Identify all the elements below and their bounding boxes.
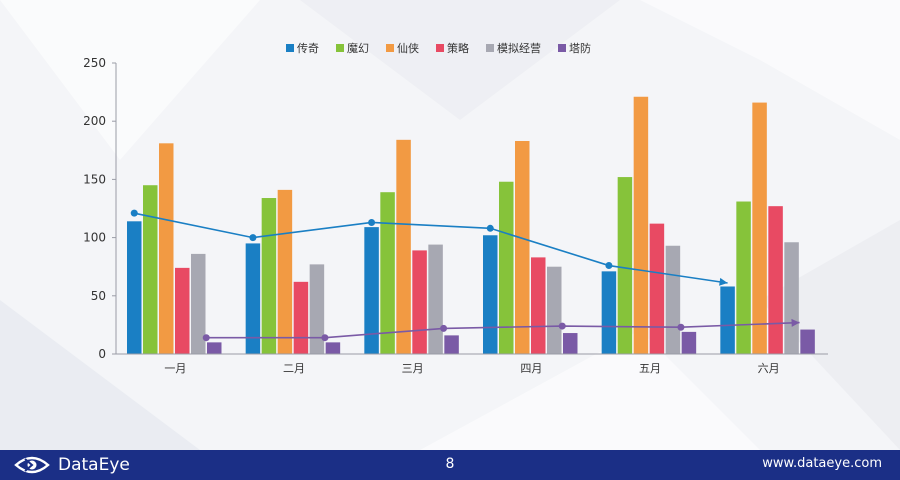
bar (800, 329, 815, 354)
bar (633, 96, 649, 355)
chart-legend: 传奇 魔幻 仙侠 策略 模拟经营 塔防 (286, 41, 591, 55)
bar (601, 271, 617, 354)
legend-swatch (486, 44, 494, 52)
trend-point (130, 209, 138, 217)
x-tick-label: 五月 (639, 362, 661, 375)
bar (483, 235, 498, 354)
trend-point (677, 323, 685, 331)
bar (277, 189, 293, 354)
legend-label: 魔幻 (347, 41, 369, 55)
legend-item[interactable]: 塔防 (558, 41, 591, 55)
legend-label: 策略 (447, 41, 469, 55)
bar-chart: 传奇 魔幻 仙侠 策略 模拟经营 塔防 0 50 100 150 200 250 一月 二月 三月 四月 五… (83, 41, 828, 375)
bar (768, 206, 783, 354)
brand-name: DataEye (58, 455, 130, 475)
bar (127, 221, 142, 354)
y-tick-label: 200 (83, 114, 106, 128)
bar (444, 335, 459, 354)
bar (207, 342, 222, 354)
trend-point (202, 334, 210, 342)
bar (175, 267, 190, 354)
bar (681, 331, 697, 354)
x-tick-label: 三月 (402, 362, 424, 375)
bar (309, 264, 325, 354)
y-tick-label: 0 (98, 347, 106, 361)
eye-icon (14, 456, 50, 474)
website-link[interactable]: www.dataeye.com (762, 456, 882, 471)
bar (649, 223, 665, 354)
legend-swatch (286, 44, 294, 52)
y-tick-label: 50 (91, 289, 106, 303)
y-tick-label: 150 (83, 172, 106, 186)
x-axis: 一月 二月 三月 四月 五月 六月 (116, 353, 828, 375)
bar (428, 244, 443, 354)
legend-item[interactable]: 策略 (436, 41, 469, 55)
legend-item[interactable]: 传奇 (286, 42, 319, 55)
trend-arrow (719, 277, 728, 286)
legend-swatch (336, 44, 344, 52)
legend-swatch (436, 44, 444, 52)
legend-label: 仙侠 (397, 42, 419, 55)
trend-point (368, 218, 376, 226)
x-tick-label: 四月 (520, 362, 542, 375)
bar (531, 257, 546, 354)
bar (499, 181, 514, 354)
bar (563, 333, 578, 354)
bar (665, 245, 681, 354)
y-tick-label: 250 (83, 56, 106, 70)
x-tick-label: 六月 (758, 362, 780, 375)
bar (720, 286, 735, 354)
bar (364, 227, 379, 354)
trend-line (206, 321, 800, 339)
trend-point (249, 234, 257, 242)
bar (325, 342, 341, 354)
trend-point (558, 322, 566, 330)
brand[interactable]: DataEye (14, 455, 130, 475)
bar (143, 185, 158, 354)
trend-point (321, 334, 329, 342)
trend-line (134, 212, 728, 284)
legend-item[interactable]: 魔幻 (336, 41, 369, 55)
bar (515, 140, 530, 354)
x-tick-label: 一月 (164, 362, 186, 375)
bar (159, 143, 174, 354)
legend-swatch (558, 44, 566, 52)
bar (784, 242, 799, 354)
bar (261, 198, 277, 354)
legend-label: 塔防 (569, 41, 591, 55)
bar (380, 192, 395, 354)
footer-bar: DataEye 8 www.dataeye.com (0, 450, 900, 480)
bar (396, 139, 411, 354)
bar-series (127, 96, 815, 355)
legend-item[interactable]: 仙侠 (386, 42, 419, 55)
bar (191, 253, 206, 354)
bar (617, 177, 633, 354)
legend-swatch (386, 44, 394, 52)
bar (736, 201, 751, 354)
trend-point (440, 324, 448, 332)
bar (245, 243, 261, 354)
legend-label: 传奇 (297, 42, 319, 55)
page-number: 8 (445, 456, 455, 472)
background-shapes (0, 0, 900, 450)
trend-point (486, 224, 494, 232)
bar (547, 266, 562, 354)
bar (752, 102, 767, 355)
legend-label: 模拟经营 (497, 41, 541, 55)
bar (412, 250, 427, 354)
legend-item[interactable]: 模拟经营 (486, 41, 541, 55)
y-tick-label: 100 (83, 231, 106, 245)
trend-arrow (791, 318, 800, 327)
y-axis: 0 50 100 150 200 250 (83, 56, 117, 361)
x-tick-label: 二月 (283, 362, 305, 375)
bar (293, 281, 309, 354)
trend-point (605, 262, 613, 270)
trend-lines (130, 209, 800, 342)
